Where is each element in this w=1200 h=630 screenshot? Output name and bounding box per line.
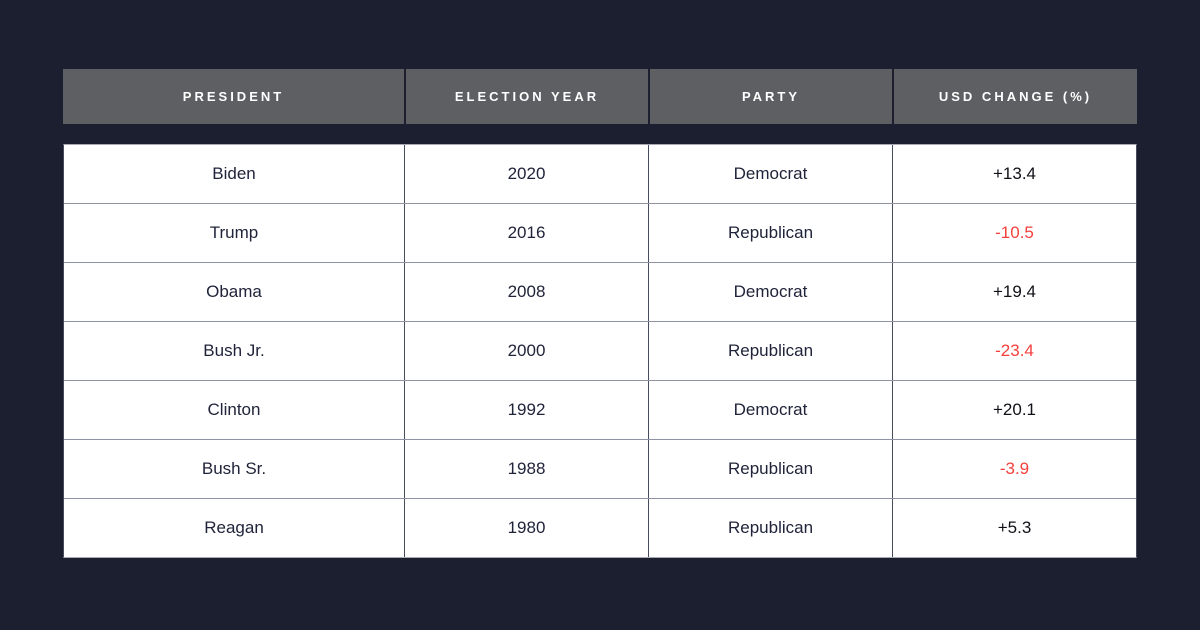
party-cell: Democrat (648, 145, 892, 203)
president-cell: Bush Sr. (64, 440, 404, 498)
usd-change-cell: -23.4 (892, 322, 1136, 380)
president-cell: Reagan (64, 499, 404, 557)
president-cell: Obama (64, 263, 404, 321)
usd-change-cell: +5.3 (892, 499, 1136, 557)
table-header-row: PRESIDENT ELECTION YEAR PARTY USD CHANGE… (63, 69, 1137, 124)
party-cell: Democrat (648, 263, 892, 321)
table-body: Biden 2020 Democrat +13.4 Trump 2016 Rep… (63, 144, 1137, 558)
year-cell: 2016 (404, 204, 648, 262)
year-cell: 1992 (404, 381, 648, 439)
party-cell: Republican (648, 322, 892, 380)
party-cell: Democrat (648, 381, 892, 439)
column-header-party: PARTY (648, 69, 892, 124)
party-cell: Republican (648, 204, 892, 262)
usd-change-cell: +20.1 (892, 381, 1136, 439)
year-cell: 2008 (404, 263, 648, 321)
column-header-election-year: ELECTION YEAR (404, 69, 648, 124)
usd-change-cell: +13.4 (892, 145, 1136, 203)
table-row: Biden 2020 Democrat +13.4 (64, 145, 1136, 203)
table-row: Bush Sr. 1988 Republican -3.9 (64, 439, 1136, 498)
president-cell: Clinton (64, 381, 404, 439)
usd-change-cell: -10.5 (892, 204, 1136, 262)
usd-change-cell: -3.9 (892, 440, 1136, 498)
president-cell: Trump (64, 204, 404, 262)
president-cell: Bush Jr. (64, 322, 404, 380)
table-row: Obama 2008 Democrat +19.4 (64, 262, 1136, 321)
party-cell: Republican (648, 440, 892, 498)
table-row: Trump 2016 Republican -10.5 (64, 203, 1136, 262)
usd-change-cell: +19.4 (892, 263, 1136, 321)
president-cell: Biden (64, 145, 404, 203)
table-row: Reagan 1980 Republican +5.3 (64, 498, 1136, 557)
presidents-usd-table-card: PRESIDENT ELECTION YEAR PARTY USD CHANGE… (63, 69, 1137, 558)
year-cell: 2000 (404, 322, 648, 380)
year-cell: 2020 (404, 145, 648, 203)
party-cell: Republican (648, 499, 892, 557)
column-header-usd-change: USD CHANGE (%) (892, 69, 1137, 124)
year-cell: 1980 (404, 499, 648, 557)
column-header-president: PRESIDENT (182, 89, 285, 104)
table-row: Clinton 1992 Democrat +20.1 (64, 380, 1136, 439)
year-cell: 1988 (404, 440, 648, 498)
table-row: Bush Jr. 2000 Republican -23.4 (64, 321, 1136, 380)
